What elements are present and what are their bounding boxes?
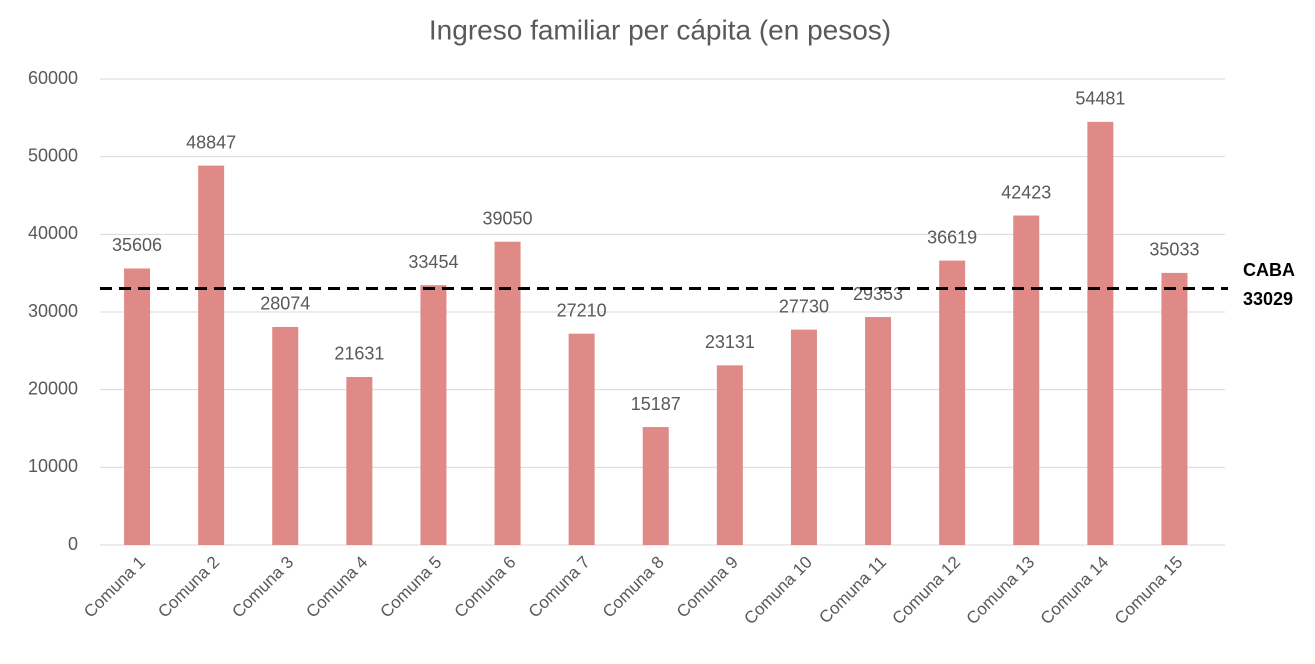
x-tick-label: Comuna 5 xyxy=(377,553,446,622)
y-tick-label: 60000 xyxy=(28,68,78,88)
data-label: 54481 xyxy=(1075,89,1125,109)
y-tick-label: 30000 xyxy=(28,301,78,321)
bar xyxy=(865,317,892,545)
y-tick-label: 40000 xyxy=(28,223,78,243)
x-tick-label: Comuna 3 xyxy=(228,553,297,622)
x-tick-label: Comuna 8 xyxy=(599,553,668,622)
data-label: 21631 xyxy=(334,344,384,364)
x-tick-label: Comuna 11 xyxy=(815,553,890,628)
bar xyxy=(494,241,521,545)
x-tick-label: Comuna 4 xyxy=(302,553,371,622)
bar xyxy=(716,365,743,545)
bar xyxy=(790,329,817,545)
data-label: 27210 xyxy=(557,300,607,320)
x-tick-label: Comuna 10 xyxy=(740,553,816,629)
bar xyxy=(568,333,595,545)
reference-label: CABA xyxy=(1243,260,1295,280)
data-label: 15187 xyxy=(631,394,681,414)
data-label: 27730 xyxy=(779,296,829,316)
x-tick-label: Comuna 6 xyxy=(451,553,520,622)
bar xyxy=(420,285,447,545)
data-label: 29353 xyxy=(853,284,903,304)
data-label: 39050 xyxy=(483,208,533,228)
data-label: 48847 xyxy=(186,132,236,152)
bar xyxy=(1161,272,1188,545)
x-tick-label: Comuna 2 xyxy=(154,553,223,622)
bar xyxy=(642,427,669,545)
x-tick-label: Comuna 9 xyxy=(673,553,742,622)
x-tick-label: Comuna 7 xyxy=(525,553,594,622)
x-tick-label: Comuna 13 xyxy=(963,553,1039,629)
bar xyxy=(939,260,966,545)
x-tick-label: Comuna 1 xyxy=(80,553,149,622)
bar xyxy=(198,165,225,545)
data-label: 35033 xyxy=(1149,240,1199,260)
data-label: 33454 xyxy=(408,252,458,272)
bar xyxy=(272,326,299,545)
y-tick-label: 10000 xyxy=(28,456,78,476)
y-tick-label: 50000 xyxy=(28,145,78,165)
x-tick-label: Comuna 12 xyxy=(889,553,965,629)
data-label: 28074 xyxy=(260,294,310,314)
data-label: 36619 xyxy=(927,227,977,247)
x-tick-label: Comuna 14 xyxy=(1037,553,1113,629)
x-tick-label: Comuna 15 xyxy=(1111,553,1187,629)
chart-title: Ingreso familiar per cápita (en pesos) xyxy=(429,14,891,45)
data-label: 23131 xyxy=(705,332,755,352)
bar xyxy=(346,376,373,545)
bar xyxy=(124,268,151,545)
bar xyxy=(1013,215,1040,545)
y-tick-label: 20000 xyxy=(28,378,78,398)
reference-value: 33029 xyxy=(1243,289,1293,309)
bar xyxy=(1087,121,1114,546)
data-label: 42423 xyxy=(1001,182,1051,202)
y-tick-label: 0 xyxy=(68,534,78,554)
data-label: 35606 xyxy=(112,235,162,255)
